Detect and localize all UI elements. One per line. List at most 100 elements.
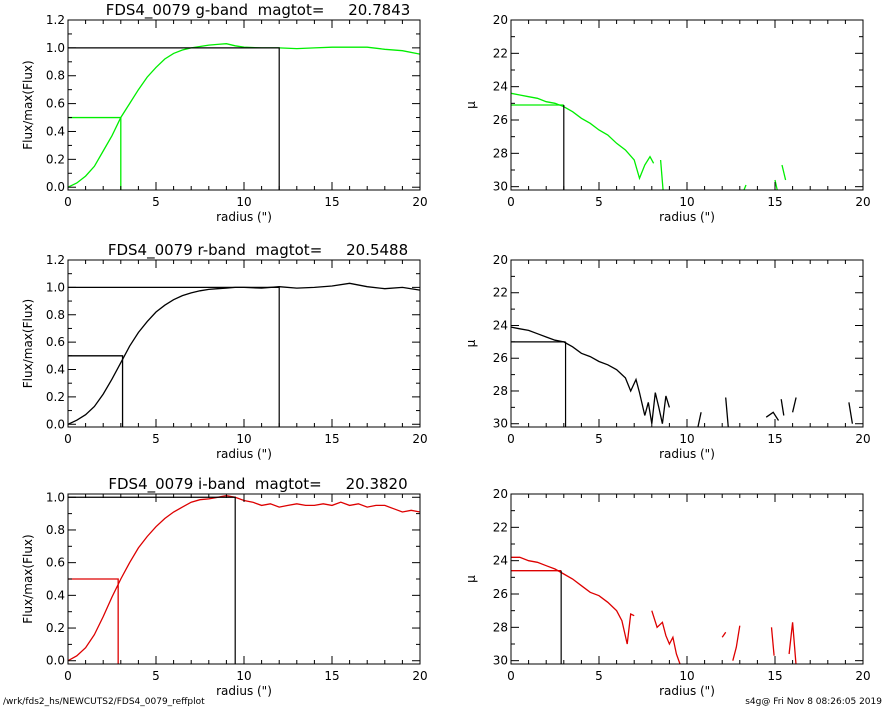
- i-flux-y-tick-label: 0.6: [46, 556, 65, 570]
- g-flux-y-tick-label: 0.4: [46, 124, 65, 138]
- r-mu-y-tick-label: 20: [493, 253, 508, 267]
- g-mu-x-axis-label: radius ("): [659, 210, 715, 224]
- r-flux-series-line-0: [68, 282, 420, 425]
- r-mu-series-line-1: [697, 412, 702, 427]
- i-mu-series-line-5: [788, 622, 797, 664]
- i-flux-y-axis-label: Flux/max(Flux): [21, 534, 35, 623]
- file-path-label: /wrk/fds2_hs/NEWCUTS2/FDS4_0079_reffplot: [3, 697, 205, 707]
- r-mu-x-tick-label: 15: [767, 432, 782, 446]
- g-mu-x-tick-label: 10: [679, 195, 694, 209]
- i-mu-y-tick-label: 22: [493, 520, 508, 534]
- g-flux-x-tick-label: 10: [236, 195, 251, 209]
- r-mu-y-tick-label: 24: [493, 318, 508, 332]
- r-mu-y-axis-label: μ: [464, 339, 478, 347]
- i-flux-x-axis-label: radius ("): [216, 684, 272, 698]
- i-mu-x-axis-label: radius ("): [659, 684, 715, 698]
- timestamp-label: s4g@ Fri Nov 8 08:26:05 2019: [745, 697, 882, 707]
- g-mu-y-tick-label: 26: [493, 113, 508, 127]
- r-mu-x-tick-label: 0: [507, 432, 515, 446]
- g-mu-series-group: [511, 92, 787, 190]
- g-mu-y-tick-label: 22: [493, 46, 508, 60]
- g-mu-x-tick-label: 5: [595, 195, 603, 209]
- g-flux-x-tick-label: 5: [152, 195, 160, 209]
- r-mu-series-line-0: [511, 326, 671, 424]
- g-mu-series-line-0: [511, 92, 655, 181]
- g-flux-total-radius-guide: [68, 47, 280, 190]
- r-mu-series-line-4: [780, 399, 785, 416]
- i-mu-y-tick-label: 26: [493, 587, 508, 601]
- r-flux-frame: [67, 259, 421, 428]
- i-mu-series-line-4: [770, 627, 775, 656]
- i-flux-x-tick-label: 0: [64, 669, 72, 683]
- i-mu-series-line-3: [732, 625, 741, 661]
- i-mu-x-tick-label: 20: [855, 669, 870, 683]
- i-flux-series-group: [68, 494, 420, 662]
- r-mu-y-tick-label: 22: [493, 286, 508, 300]
- g-flux-y-tick-label: 0.2: [46, 152, 65, 166]
- r-mu-panel: 0 5 10 15 20 20 22 24 26 28 30 radius (") μ: [464, 253, 871, 461]
- g-mu-x-tick-label: 15: [767, 195, 782, 209]
- i-flux-y-tick-label: 0.2: [46, 621, 65, 635]
- i-flux-title: FDS4_0079 i-band magtot= 20.3820: [108, 475, 407, 494]
- i-mu-panel: 0 5 10 15 20 20 22 24 26 28 30 radius (") μ: [464, 487, 871, 698]
- r-flux-y-tick-label: 0.6: [46, 335, 65, 349]
- i-flux-total-radius-guide: [68, 496, 236, 664]
- r-mu-x-axis-label: radius ("): [659, 447, 715, 461]
- g-flux-y-axis-label: Flux/max(Flux): [21, 60, 35, 149]
- r-mu-series-line-6: [848, 402, 854, 424]
- g-flux-half-light-guide: [68, 116, 122, 190]
- i-mu-series-line-1: [651, 610, 681, 664]
- i-flux-y-tick-label: 0.8: [46, 523, 65, 537]
- i-mu-y-tick-label: 20: [493, 487, 508, 501]
- g-flux-y-tick-label: 0.6: [46, 97, 65, 111]
- g-flux-x-tick-label: 15: [324, 195, 339, 209]
- i-mu-x-tick-label: 15: [767, 669, 782, 683]
- i-mu-frame: [510, 493, 864, 665]
- i-flux-x-tick-label: 20: [412, 669, 427, 683]
- r-flux-y-tick-label: 1.0: [46, 280, 65, 294]
- g-flux-panel: 0 5 10 15 20 0.0 0.2 0.4 0.6 0.8 1.0 1.2 radius (") F…: [21, 1, 428, 224]
- g-flux-y-tick-label: 1.2: [46, 13, 65, 27]
- r-flux-y-tick-label: 0.2: [46, 390, 65, 404]
- i-mu-x-tick-label: 0: [507, 669, 515, 683]
- i-flux-panel: 0 5 10 15 20 0.0 0.2 0.4 0.6 0.8 1.0 radius (") Flux…: [21, 475, 428, 698]
- g-mu-y-tick-label: 24: [493, 80, 508, 94]
- g-flux-series-group: [68, 43, 420, 188]
- i-mu-y-tick-label: 28: [493, 620, 508, 634]
- r-flux-total-radius-guide: [68, 286, 280, 427]
- i-mu-y-tick-label: 30: [493, 654, 508, 668]
- g-flux-y-tick-label: 1.0: [46, 41, 65, 55]
- i-flux-x-tick-label: 5: [152, 669, 160, 683]
- i-mu-y-axis-label: μ: [464, 575, 478, 583]
- r-flux-x-tick-label: 20: [412, 432, 427, 446]
- r-flux-half-light-guide: [68, 355, 124, 427]
- r-flux-panel: 0 5 10 15 20 0.0 0.2 0.4 0.6 0.8 1.0 1.2 radius (") F…: [21, 241, 428, 461]
- i-flux-x-tick-label: 10: [236, 669, 251, 683]
- i-mu-x-tick-label: 10: [679, 669, 694, 683]
- i-flux-y-tick-label: 0.4: [46, 588, 65, 602]
- r-flux-x-axis-label: radius ("): [216, 447, 272, 461]
- g-mu-series-line-4: [781, 164, 787, 181]
- i-flux-half-light-guide: [68, 578, 119, 664]
- r-mu-y-tick-label: 26: [493, 351, 508, 365]
- r-flux-y-axis-label: Flux/max(Flux): [21, 299, 35, 388]
- g-flux-series-line-0: [68, 43, 420, 188]
- r-flux-series-group: [68, 282, 420, 425]
- g-mu-panel: 0 5 10 15 20 20 22 24 26 28 30 radius (") μ: [464, 13, 871, 224]
- r-mu-series-line-3: [765, 411, 780, 421]
- g-flux-title: FDS4_0079 g-band magtot= 20.7843: [106, 1, 411, 20]
- g-mu-y-tick-label: 28: [493, 146, 508, 160]
- r-flux-y-tick-label: 0.4: [46, 363, 65, 377]
- r-mu-y-tick-label: 30: [493, 417, 508, 431]
- r-flux-y-tick-label: 0.0: [46, 417, 65, 431]
- r-mu-series-line-5: [791, 397, 797, 413]
- i-flux-x-tick-label: 15: [324, 669, 339, 683]
- g-mu-x-tick-label: 20: [855, 195, 870, 209]
- r-flux-x-tick-label: 5: [152, 432, 160, 446]
- g-mu-y-tick-label: 30: [493, 180, 508, 194]
- g-mu-x-tick-label: 0: [507, 195, 515, 209]
- r-mu-x-tick-label: 10: [679, 432, 694, 446]
- r-mu-frame: [510, 259, 864, 428]
- r-flux-x-tick-label: 0: [64, 432, 72, 446]
